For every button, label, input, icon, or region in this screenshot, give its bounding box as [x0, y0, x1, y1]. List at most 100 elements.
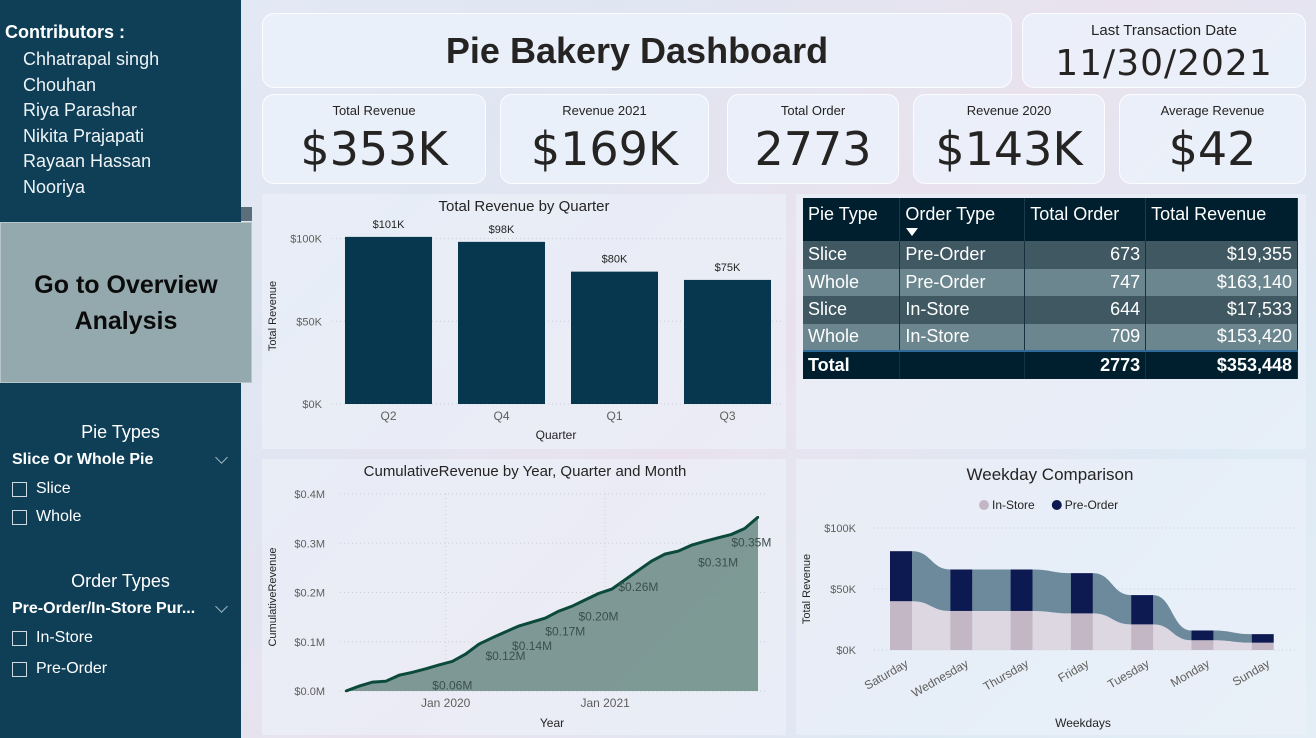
pie-types-dropdown[interactable]: Slice Or Whole Pie — [0, 450, 241, 469]
kpi-average-revenue: Average Revenue $42 — [1119, 94, 1306, 184]
data-point[interactable] — [358, 684, 361, 688]
kpi-label: Average Revenue — [1160, 103, 1265, 118]
data-point[interactable] — [451, 660, 454, 663]
data-point[interactable] — [384, 679, 388, 683]
data-point[interactable] — [690, 544, 693, 547]
x-tick-label: Tuesday — [1105, 656, 1151, 691]
data-point[interactable] — [530, 620, 534, 624]
data-point[interactable] — [490, 636, 494, 640]
column-header-label: Order Type — [905, 204, 996, 224]
checkbox[interactable] — [12, 481, 27, 497]
column-header[interactable]: Total Revenue — [1145, 198, 1298, 241]
data-label: $98K — [489, 224, 515, 236]
data-point[interactable] — [663, 552, 667, 556]
chart-title: Weekday Comparison — [967, 465, 1134, 484]
bar-in-store[interactable] — [1131, 624, 1154, 650]
data-point[interactable] — [517, 624, 520, 628]
ribbon-in-store — [1032, 610, 1071, 650]
legend-label[interactable]: Pre-Order — [1065, 498, 1118, 512]
series-line[interactable] — [345, 515, 759, 693]
bar-in-store[interactable] — [890, 601, 912, 650]
ribbon-in-store — [972, 610, 1011, 650]
table-total-row: Total 2773 $353,448 — [803, 350, 1298, 379]
x-tick-label: Q3 — [719, 409, 735, 423]
bar[interactable] — [683, 279, 772, 404]
data-point[interactable] — [570, 605, 574, 608]
ribbon-pre-order — [972, 569, 1011, 611]
data-label: $0.26M — [618, 580, 658, 594]
data-point[interactable] — [584, 598, 587, 602]
bar-in-store[interactable] — [1251, 642, 1274, 650]
contributor-name: Rayaan Hassan — [23, 151, 152, 171]
legend-label[interactable]: In-Store — [992, 498, 1035, 512]
bar-in-store[interactable] — [1070, 613, 1093, 650]
bar-in-store[interactable] — [950, 610, 973, 650]
bar-pre-order[interactable] — [1191, 630, 1214, 641]
data-point[interactable] — [623, 578, 627, 581]
data-point[interactable] — [677, 549, 680, 553]
data-point[interactable] — [743, 527, 746, 530]
chevron-down-icon[interactable] — [215, 450, 228, 464]
data-point[interactable] — [650, 559, 653, 563]
data-point[interactable] — [716, 536, 720, 540]
last-transaction-label: Last Transaction Date — [1091, 22, 1237, 39]
pie-type-option-whole[interactable]: Whole — [0, 508, 241, 526]
data-point[interactable] — [424, 667, 427, 671]
data-point[interactable] — [437, 663, 441, 667]
sort-down-icon — [906, 228, 919, 236]
order-types-filter: Order Types Pre-Order/In-Store Pur... In… — [0, 571, 241, 678]
kpi-value: $169K — [530, 122, 679, 176]
order-type-option-pre-order[interactable]: Pre-Order — [0, 660, 241, 678]
pie-types-heading: Pie Types — [81, 422, 160, 442]
contributor-name: Nikita Prajapati — [23, 125, 145, 146]
data-point[interactable] — [504, 630, 507, 634]
data-point[interactable] — [557, 610, 560, 613]
data-point[interactable] — [397, 674, 401, 677]
bar[interactable] — [570, 271, 659, 404]
x-tick-label: Jan 2021 — [580, 696, 630, 710]
order-types-dropdown[interactable]: Pre-Order/In-Store Pur... — [0, 599, 241, 618]
bar-pre-order[interactable] — [1131, 595, 1154, 625]
data-point[interactable] — [544, 616, 547, 620]
kpi-value: $143K — [935, 122, 1083, 176]
data-point[interactable] — [703, 540, 707, 543]
checkbox[interactable] — [12, 661, 27, 677]
column-header-sorted[interactable]: Order Type — [899, 198, 1026, 241]
data-point[interactable] — [610, 587, 614, 591]
bar-pre-order[interactable] — [1070, 573, 1093, 614]
checkbox[interactable] — [12, 509, 27, 525]
bar[interactable] — [457, 241, 546, 404]
chevron-down-icon[interactable] — [215, 599, 228, 613]
bar-pre-order[interactable] — [890, 551, 912, 602]
column-header[interactable]: Total Order — [1024, 198, 1147, 241]
data-point[interactable] — [477, 643, 481, 646]
column-header[interactable]: Pie Type — [803, 198, 901, 241]
bar[interactable] — [344, 236, 433, 404]
data-point[interactable] — [597, 592, 600, 595]
bar-in-store[interactable] — [1191, 640, 1214, 650]
x-tick-label: Q1 — [606, 409, 622, 423]
contributor-name: Riya Parashar — [23, 100, 138, 120]
chart-title: Total Revenue by Quarter — [439, 198, 610, 215]
data-point[interactable] — [411, 671, 414, 674]
data-point[interactable] — [756, 515, 760, 519]
bar-in-store[interactable] — [1010, 610, 1033, 650]
data-point[interactable] — [344, 689, 348, 693]
bar-pre-order[interactable] — [1251, 634, 1274, 643]
ribbon-pre-order — [912, 551, 951, 611]
bar-pre-order[interactable] — [1010, 569, 1033, 611]
data-point[interactable] — [464, 652, 467, 656]
data-label: $0.14M — [512, 639, 552, 653]
bar-pre-order[interactable] — [950, 569, 973, 611]
table-row: Slice In-Store 644 $17,533 — [803, 296, 1298, 324]
order-type-option-in-store[interactable]: In-Store — [0, 629, 241, 647]
option-label: Pre-Order — [36, 660, 108, 677]
checkbox[interactable] — [12, 630, 27, 646]
cell: 2773 — [1024, 350, 1147, 379]
data-point[interactable] — [637, 569, 640, 572]
data-point[interactable] — [371, 680, 374, 684]
data-point[interactable] — [730, 533, 733, 536]
cell: In-Store — [899, 323, 1026, 351]
go-to-overview-button[interactable]: Go to Overview Analysis — [0, 222, 252, 383]
pie-type-option-slice[interactable]: Slice — [0, 480, 241, 498]
